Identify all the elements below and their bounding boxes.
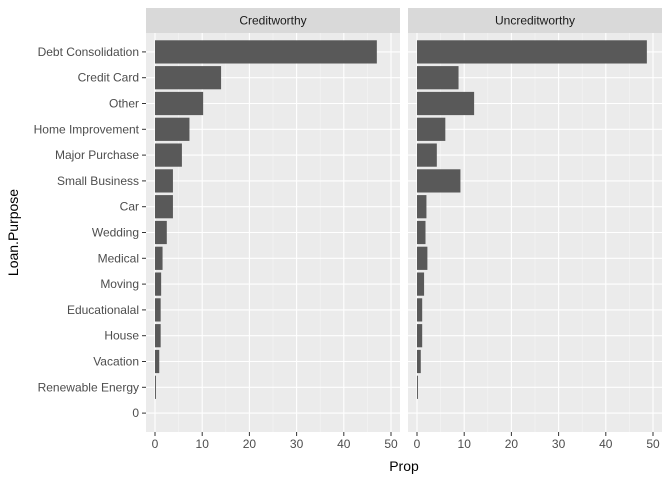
bar-moving: [155, 272, 162, 296]
x-tick-label: 0: [414, 437, 421, 451]
y-tick-label: Home Improvement: [34, 122, 140, 136]
bar-major-purchase: [155, 143, 182, 167]
y-tick-label: 0: [132, 406, 139, 420]
facet-strip: [146, 8, 400, 33]
x-tick-label: 20: [505, 437, 519, 451]
bar-medical: [417, 246, 428, 270]
x-tick-label: 30: [552, 437, 566, 451]
bar-vacation: [155, 349, 160, 374]
bar-car: [155, 195, 173, 219]
bar-home-improvement: [417, 117, 446, 141]
bar-renewable-energy: [155, 375, 156, 399]
bar-moving: [417, 272, 425, 296]
x-tick-label: 10: [458, 437, 472, 451]
bar-debt-consolidation: [155, 40, 377, 64]
y-axis-title: Loan.Purpose: [5, 189, 21, 276]
y-tick-label: Car: [120, 200, 139, 214]
y-tick-label: House: [104, 329, 139, 343]
x-tick-label: 50: [384, 437, 398, 451]
x-tick-label: 40: [337, 437, 351, 451]
panel-creditworthy: Creditworthy 0 10 20 30 40 50: [146, 8, 400, 451]
bar-house: [155, 324, 161, 348]
bar-small-business: [417, 169, 461, 193]
bar-small-business: [155, 169, 173, 193]
bar-major-purchase: [417, 143, 437, 167]
bar-other: [417, 91, 475, 116]
bar-educationalal: [417, 298, 423, 322]
y-tick-label: Moving: [100, 277, 139, 291]
bar-wedding: [417, 220, 426, 245]
x-tick-label: 10: [196, 437, 210, 451]
facet-strip-label: Uncreditworthy: [495, 14, 575, 28]
y-tick-label: Vacation: [93, 355, 139, 369]
y-tick-label: Small Business: [57, 174, 139, 188]
bar-renewable-energy: [417, 375, 418, 399]
y-tick-label: Major Purchase: [55, 148, 139, 162]
bar-educationalal: [155, 298, 161, 322]
x-tick-label: 0: [152, 437, 159, 451]
x-tick-label: 30: [290, 437, 304, 451]
bar-credit-card: [155, 66, 222, 90]
bar-house: [417, 324, 423, 348]
x-axis-title: Prop: [389, 458, 419, 474]
y-tick-label: Medical: [98, 251, 139, 265]
panel-uncreditworthy: Uncreditworthy 0 10 20 30 40 50: [408, 8, 662, 451]
y-tick-label: Wedding: [92, 226, 139, 240]
x-tick-label: 50: [646, 437, 660, 451]
x-tick-label: 20: [243, 437, 257, 451]
bar-vacation: [417, 349, 421, 374]
facet-strip-label: Creditworthy: [239, 14, 306, 28]
y-tick-label: Renewable Energy: [38, 380, 139, 394]
y-tick-label: Debt Consolidation: [38, 45, 139, 59]
bar-other: [155, 91, 204, 116]
x-tick-label: 40: [599, 437, 613, 451]
bar-credit-card: [417, 66, 459, 90]
bar-debt-consolidation: [417, 40, 647, 64]
bar-wedding: [155, 220, 167, 245]
bar-car: [417, 195, 427, 219]
bar-medical: [155, 246, 163, 270]
y-tick-label: Educationalal: [67, 303, 139, 317]
facet-strip: [408, 8, 662, 33]
y-tick-label: Credit Card: [78, 71, 139, 85]
bar-home-improvement: [155, 117, 190, 141]
y-tick-label: Other: [109, 97, 139, 111]
